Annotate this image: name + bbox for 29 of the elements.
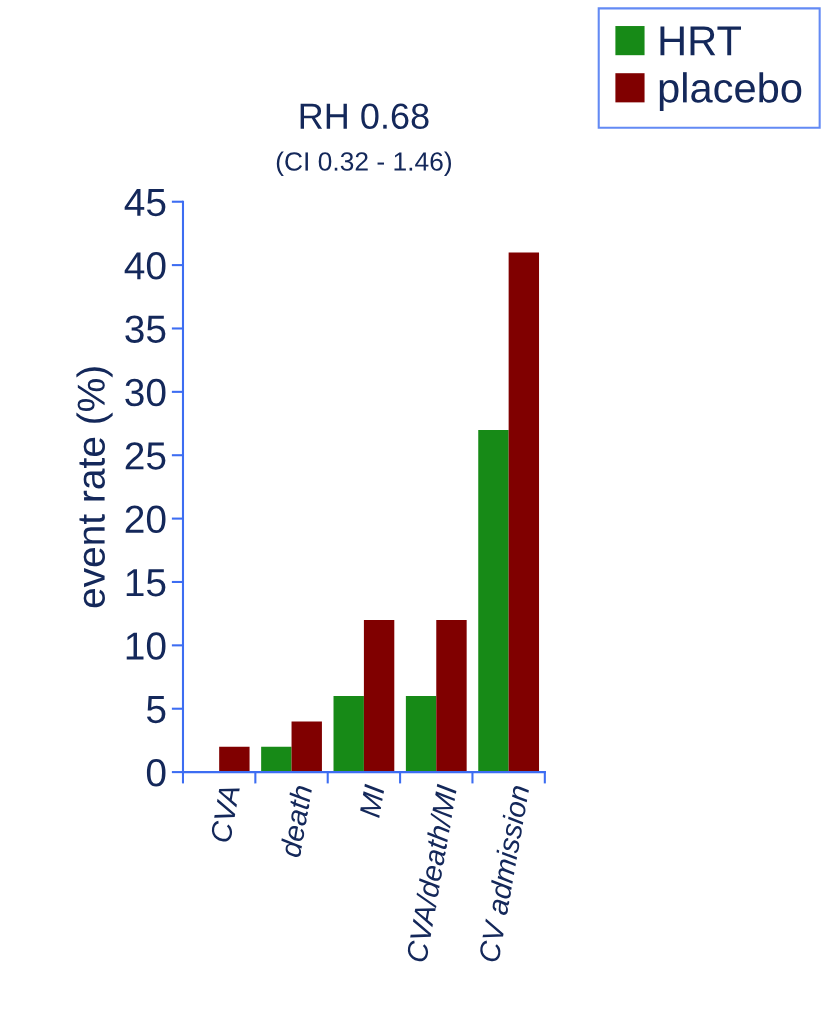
bar [508, 252, 540, 773]
y-tick-label: 40 [124, 252, 166, 280]
y-tick-label: 0 [146, 759, 166, 787]
bar [291, 721, 322, 773]
bar [333, 696, 364, 773]
x-tick-label: CV admission [477, 784, 530, 963]
x-tick-label: CVA [210, 784, 240, 843]
x-tick-label: MI [359, 783, 385, 818]
bar [363, 620, 395, 773]
x-tick-label: death [279, 784, 313, 858]
y-tick-label: 15 [126, 569, 166, 597]
legend-label: HRT [660, 26, 742, 56]
y-tick-label: 5 [146, 696, 166, 724]
y-tick-label: 25 [125, 442, 166, 470]
y-tick-label: 45 [124, 189, 166, 217]
x-tick-label: CVA/death/MI [405, 783, 458, 963]
bar [219, 746, 250, 773]
bar [261, 746, 292, 773]
bar [478, 429, 509, 773]
y-tick-label: 10 [126, 632, 166, 660]
y-tick-label: 35 [125, 315, 166, 343]
chart-title: RH 0.68 [300, 103, 429, 129]
bar [405, 696, 437, 773]
y-tick-label: 30 [125, 378, 166, 407]
bar [436, 620, 467, 773]
chart-subtitle: (CI 0.32 - 1.46) [276, 151, 452, 177]
legend-label: placebo [659, 72, 802, 112]
y-tick-label: 20 [125, 505, 166, 534]
y-axis-title: event rate (%) [76, 367, 113, 608]
